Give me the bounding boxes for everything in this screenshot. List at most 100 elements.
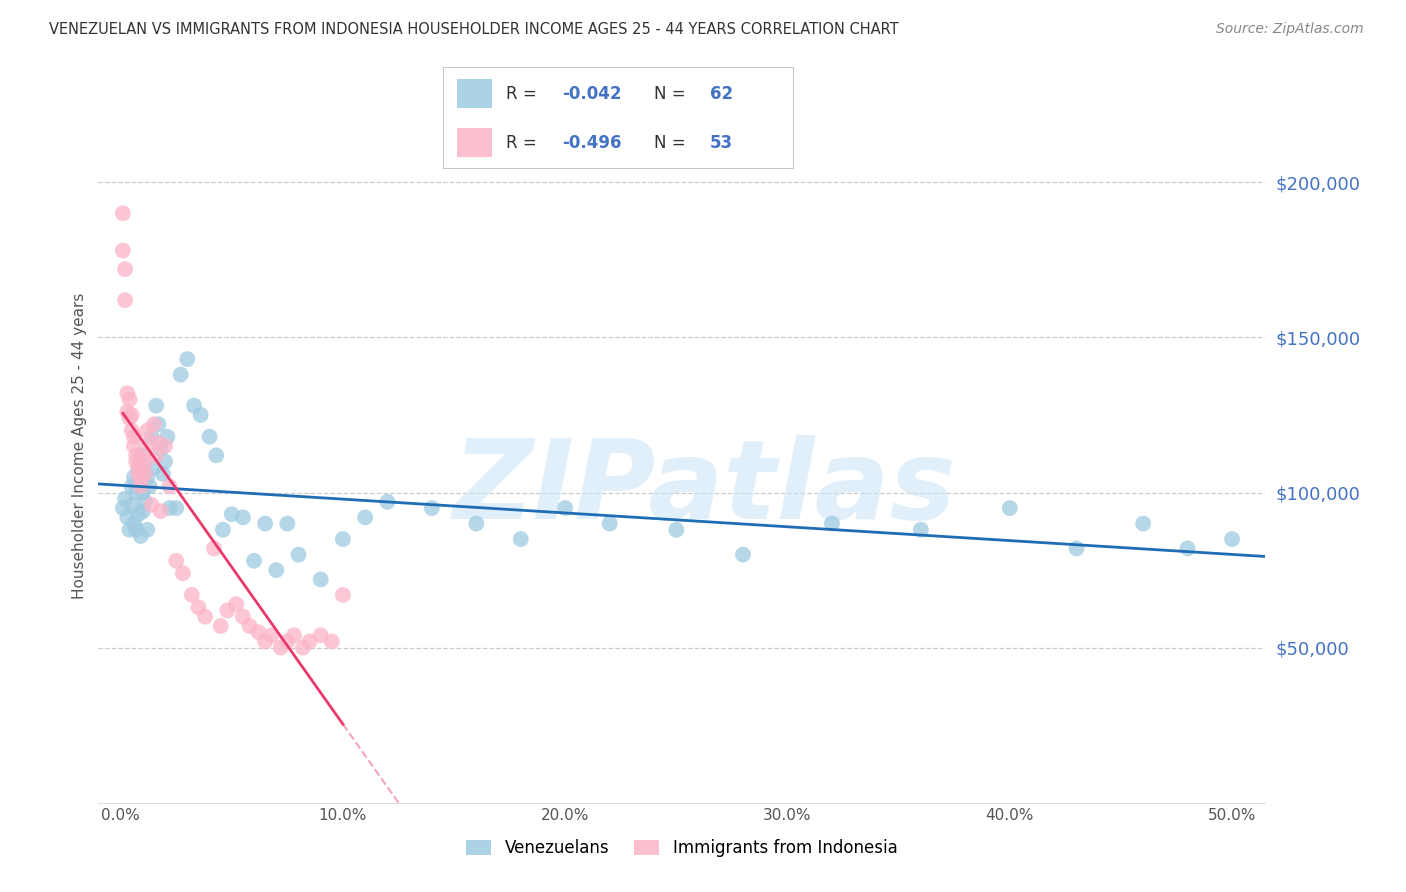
Point bbox=[121, 498, 143, 512]
Point bbox=[1177, 541, 1199, 556]
Point bbox=[225, 597, 247, 611]
Point bbox=[122, 516, 145, 531]
Point bbox=[276, 516, 298, 531]
Point bbox=[134, 467, 156, 481]
Point bbox=[132, 485, 155, 500]
Point bbox=[118, 411, 141, 425]
Point bbox=[152, 467, 174, 481]
Point bbox=[143, 460, 166, 475]
Point bbox=[111, 501, 134, 516]
Point bbox=[205, 448, 228, 462]
Point bbox=[141, 430, 163, 444]
Point bbox=[156, 430, 179, 444]
Point bbox=[134, 454, 156, 468]
Point bbox=[665, 523, 688, 537]
Point bbox=[420, 501, 443, 516]
Point bbox=[1220, 532, 1243, 546]
Point bbox=[298, 634, 321, 648]
Point bbox=[194, 609, 217, 624]
Point bbox=[276, 634, 298, 648]
Point bbox=[145, 399, 167, 413]
Point bbox=[731, 548, 754, 562]
Point bbox=[129, 479, 152, 493]
Text: N =: N = bbox=[654, 85, 690, 103]
Point bbox=[254, 634, 277, 648]
Point bbox=[283, 628, 305, 642]
Point bbox=[153, 454, 176, 468]
Point bbox=[554, 501, 576, 516]
Text: R =: R = bbox=[506, 134, 543, 152]
Point bbox=[111, 244, 134, 258]
Text: 62: 62 bbox=[710, 85, 733, 103]
Point bbox=[190, 408, 212, 422]
Point bbox=[125, 523, 148, 537]
Point bbox=[127, 460, 149, 475]
Point bbox=[212, 523, 235, 537]
FancyBboxPatch shape bbox=[443, 67, 794, 169]
Point bbox=[114, 293, 136, 308]
Point bbox=[141, 498, 163, 512]
Point bbox=[136, 523, 159, 537]
Point bbox=[270, 640, 292, 655]
Point bbox=[332, 532, 354, 546]
Text: -0.042: -0.042 bbox=[562, 85, 621, 103]
Point bbox=[132, 504, 155, 518]
Point bbox=[111, 206, 134, 220]
Y-axis label: Householder Income Ages 25 - 44 years: Householder Income Ages 25 - 44 years bbox=[72, 293, 87, 599]
Point bbox=[118, 392, 141, 407]
Point bbox=[287, 548, 309, 562]
Point bbox=[129, 448, 152, 462]
Point bbox=[149, 504, 172, 518]
Point bbox=[599, 516, 621, 531]
Point bbox=[221, 508, 243, 522]
Text: Source: ZipAtlas.com: Source: ZipAtlas.com bbox=[1216, 22, 1364, 37]
Point bbox=[254, 516, 277, 531]
Point bbox=[122, 470, 145, 484]
Point bbox=[145, 448, 167, 462]
Point bbox=[247, 625, 270, 640]
Point bbox=[148, 436, 170, 450]
Point bbox=[264, 563, 287, 577]
Point bbox=[354, 510, 377, 524]
Point bbox=[138, 479, 160, 493]
Point bbox=[165, 501, 187, 516]
Point bbox=[321, 634, 343, 648]
Text: R =: R = bbox=[506, 85, 543, 103]
Point bbox=[125, 448, 148, 462]
Point bbox=[132, 460, 155, 475]
Point bbox=[117, 510, 139, 524]
Point bbox=[176, 352, 198, 367]
Point bbox=[202, 541, 225, 556]
Bar bbox=[457, 79, 492, 108]
Text: 53: 53 bbox=[710, 134, 733, 152]
Point bbox=[138, 436, 160, 450]
Text: N =: N = bbox=[654, 134, 690, 152]
Point bbox=[121, 424, 143, 438]
Point bbox=[149, 442, 172, 456]
Point bbox=[183, 399, 205, 413]
Text: ZIPatlas: ZIPatlas bbox=[453, 435, 957, 542]
Point bbox=[136, 470, 159, 484]
Legend: Venezuelans, Immigrants from Indonesia: Venezuelans, Immigrants from Indonesia bbox=[458, 831, 905, 866]
Point bbox=[143, 417, 166, 432]
Point bbox=[910, 523, 932, 537]
Point bbox=[125, 454, 148, 468]
Point bbox=[127, 460, 149, 475]
Point bbox=[217, 603, 239, 617]
Point bbox=[159, 501, 181, 516]
Point bbox=[309, 628, 332, 642]
Point bbox=[169, 368, 191, 382]
Point bbox=[309, 573, 332, 587]
Text: -0.496: -0.496 bbox=[562, 134, 621, 152]
Point bbox=[127, 467, 149, 481]
Point bbox=[998, 501, 1021, 516]
Point bbox=[125, 485, 148, 500]
Point bbox=[117, 405, 139, 419]
Point bbox=[187, 600, 209, 615]
Text: VENEZUELAN VS IMMIGRANTS FROM INDONESIA HOUSEHOLDER INCOME AGES 25 - 44 YEARS CO: VENEZUELAN VS IMMIGRANTS FROM INDONESIA … bbox=[49, 22, 898, 37]
Point bbox=[153, 439, 176, 453]
Point bbox=[121, 479, 143, 493]
Point bbox=[465, 516, 488, 531]
Point bbox=[821, 516, 844, 531]
Point bbox=[243, 554, 266, 568]
